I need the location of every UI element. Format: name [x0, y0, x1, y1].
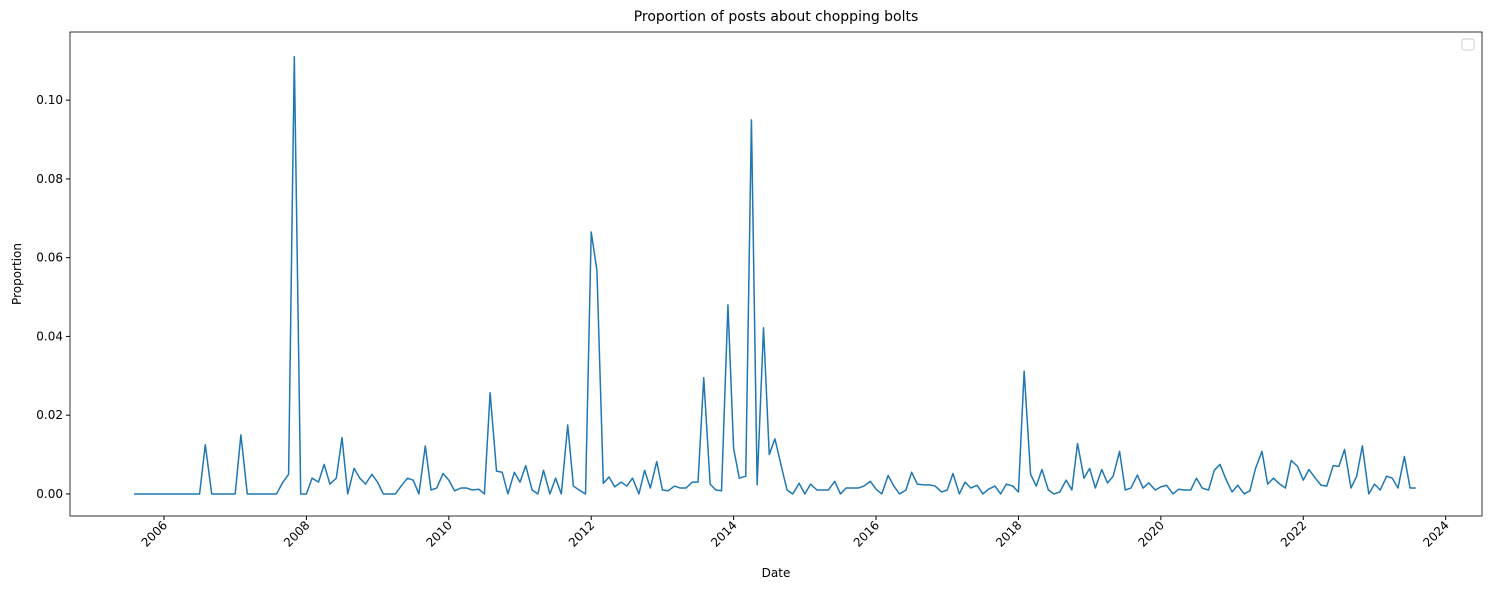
y-tick-label: 0.00	[36, 487, 63, 501]
y-tick-label: 0.08	[36, 172, 63, 186]
y-tick-label: 0.02	[36, 408, 63, 422]
x-axis-label: Date	[762, 566, 791, 580]
y-axis-label: Proportion	[10, 243, 24, 305]
legend	[1461, 38, 1475, 51]
y-tick-label: 0.04	[36, 329, 63, 343]
y-tick-label: 0.10	[36, 93, 63, 107]
y-tick-label: 0.06	[36, 251, 63, 265]
chart-title: Proportion of posts about chopping bolts	[634, 9, 919, 25]
line-series	[134, 56, 1416, 495]
plot-frame	[69, 31, 1483, 517]
